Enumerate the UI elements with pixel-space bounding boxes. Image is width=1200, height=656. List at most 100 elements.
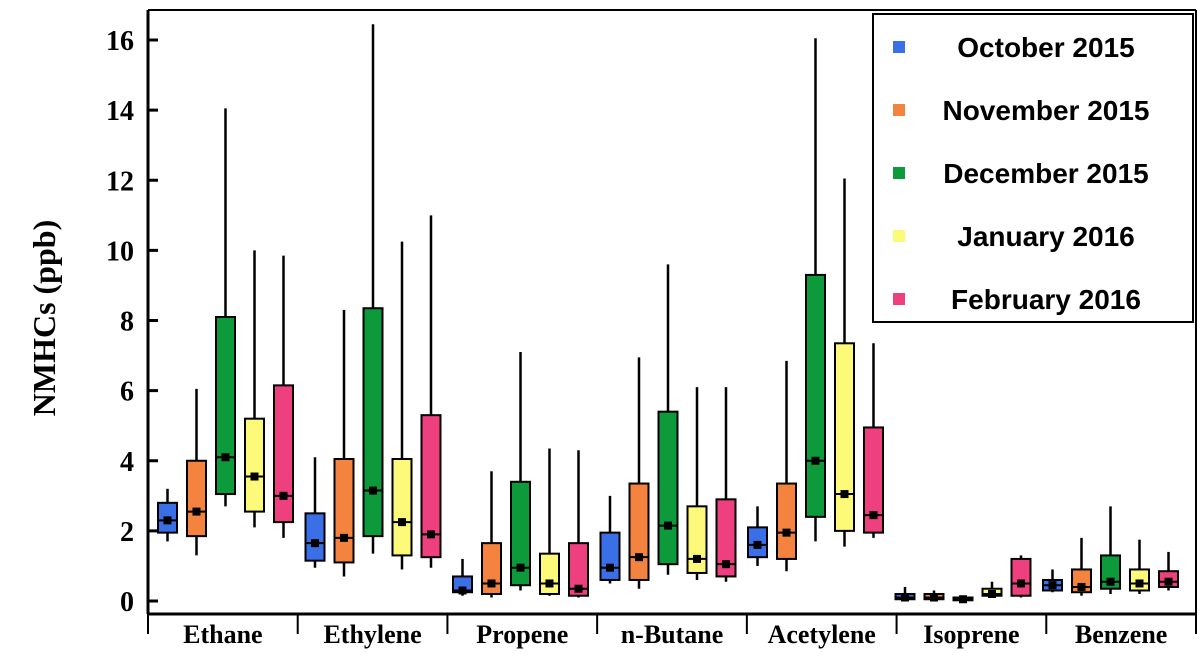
box-1-3	[391, 241, 413, 570]
x-category-label: n-Butane	[621, 620, 724, 649]
box-body	[273, 384, 294, 524]
box-2-2	[510, 352, 531, 591]
box-body	[715, 498, 737, 578]
median-marker	[1135, 579, 1144, 588]
box-1-4	[420, 215, 442, 568]
y-tick-label: 14	[106, 96, 134, 127]
box-2-4	[568, 450, 589, 598]
legend-box	[872, 13, 1194, 323]
x-category-label: Ethylene	[323, 620, 421, 649]
median-marker	[163, 516, 172, 525]
box-3-0	[599, 495, 621, 584]
box-body	[510, 480, 531, 587]
legend-swatch	[893, 230, 905, 242]
median-marker	[516, 563, 525, 572]
box-0-1	[186, 388, 207, 556]
legend-swatch	[893, 104, 905, 116]
box-4-1	[776, 360, 797, 572]
box-body	[391, 457, 413, 557]
median-marker	[664, 521, 672, 530]
box-body	[215, 315, 236, 496]
box-4-0	[747, 506, 768, 566]
box-body	[657, 410, 679, 566]
x-category-label: Benzene	[1075, 620, 1167, 649]
legend: October 2015 November 2015 December 2015 Ja…	[872, 13, 1194, 323]
box-2-0	[452, 558, 473, 596]
legend-label: February 2016	[951, 284, 1141, 315]
legend-swatch	[893, 41, 905, 53]
box-5-2	[952, 595, 974, 604]
y-tick-label: 2	[120, 517, 134, 548]
y-tick-label: 4	[120, 447, 134, 478]
box-body	[568, 542, 589, 597]
legend-label: October 2015	[957, 32, 1134, 63]
median-marker	[487, 579, 496, 588]
median-marker	[606, 563, 614, 572]
box-6-3	[1129, 539, 1150, 594]
box-2-1	[481, 471, 502, 598]
box-4-3	[834, 178, 855, 547]
x-category-label: Propene	[476, 620, 568, 649]
median-marker	[250, 472, 259, 481]
box-body	[362, 307, 384, 538]
box-6-1	[1071, 537, 1092, 596]
box-body	[1100, 554, 1121, 590]
median-marker	[221, 453, 230, 462]
median-marker	[458, 586, 467, 595]
y-ticks: 0 2 4 6 8 10 12 14 16	[106, 26, 158, 618]
boxes-layer	[157, 24, 1179, 604]
median-marker	[311, 539, 319, 548]
legend-label: January 2016	[957, 221, 1134, 252]
legend-label: November 2015	[942, 95, 1149, 126]
median-marker	[1048, 581, 1057, 590]
box-body	[805, 273, 826, 518]
median-marker	[930, 593, 938, 602]
y-tick-label: 10	[106, 236, 134, 267]
box-0-4	[273, 255, 294, 538]
median-marker	[782, 528, 791, 537]
box-3-3	[686, 387, 708, 580]
y-tick-label: 16	[106, 26, 134, 57]
box-body	[834, 342, 855, 532]
box-4-2	[805, 38, 826, 542]
box-body	[420, 414, 442, 559]
legend-swatch	[893, 167, 905, 179]
box-body	[599, 531, 621, 581]
box-3-2	[657, 264, 679, 575]
median-marker	[693, 554, 701, 563]
box-5-3	[981, 581, 1003, 598]
median-marker	[840, 490, 849, 499]
y-tick-label: 6	[120, 377, 134, 408]
median-marker	[545, 579, 554, 588]
box-body	[481, 542, 502, 595]
median-marker	[279, 491, 288, 500]
box-body	[863, 426, 884, 534]
box-0-3	[244, 250, 265, 528]
box-body	[539, 552, 560, 595]
median-marker	[1106, 577, 1115, 586]
box-2-3	[539, 448, 560, 596]
median-marker	[1164, 577, 1173, 586]
y-tick-label: 8	[120, 307, 134, 338]
y-axis-label: NMHCs (ppb)	[26, 220, 62, 416]
box-body	[776, 482, 797, 560]
x-category-label: Acetylene	[768, 620, 876, 649]
box-6-0	[1042, 569, 1063, 593]
box-0-2	[215, 108, 236, 507]
box-3-4	[715, 387, 737, 582]
box-body	[304, 512, 326, 562]
median-marker	[635, 553, 643, 562]
box-4-4	[863, 343, 884, 538]
box-6-4	[1158, 551, 1179, 591]
box-body	[333, 457, 355, 564]
box-5-0	[894, 586, 916, 602]
median-marker	[1017, 579, 1025, 588]
x-category-label: Ethane	[183, 620, 262, 649]
box-6-2	[1100, 506, 1121, 594]
median-marker	[192, 507, 201, 516]
median-marker	[901, 593, 909, 602]
box-1-2	[362, 24, 384, 554]
y-tick-label: 0	[120, 587, 134, 618]
median-marker	[869, 511, 878, 520]
